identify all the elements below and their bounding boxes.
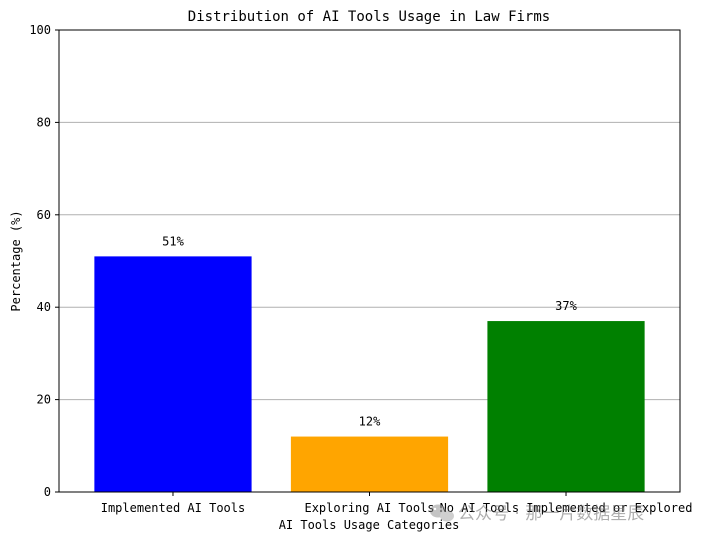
bar xyxy=(487,321,645,492)
x-axis-ticks: Implemented AI Tools Exploring AI Tools No… xyxy=(101,492,693,515)
y-tick-label: 80 xyxy=(37,115,51,129)
y-tick-label: 40 xyxy=(37,300,51,314)
y-axis-ticks: 0 20 40 60 80 100 xyxy=(29,23,59,499)
wechat-icon xyxy=(430,504,454,522)
x-axis-label: AI Tools Usage Categories xyxy=(279,518,460,532)
data-labels: 51% 12% 37% xyxy=(162,234,577,428)
x-tick-label: Exploring AI Tools xyxy=(304,501,434,515)
y-tick-label: 100 xyxy=(29,23,51,37)
watermark-text: 公众号 · 那一片数据星辰 xyxy=(458,504,644,524)
watermark: 公众号 · 那一片数据星辰 xyxy=(430,504,644,524)
y-tick-label: 20 xyxy=(37,393,51,407)
y-axis-label: Percentage (%) xyxy=(9,210,23,311)
bars xyxy=(94,256,645,492)
y-tick-label: 60 xyxy=(37,208,51,222)
y-tick-label: 0 xyxy=(44,485,51,499)
x-tick-label: No AI Tools Implemented or Explored xyxy=(440,501,693,515)
data-label: 37% xyxy=(555,299,577,313)
x-tick-label: Implemented AI Tools xyxy=(101,501,246,515)
data-label: 51% xyxy=(162,234,184,248)
chart-title: Distribution of AI Tools Usage in Law Fi… xyxy=(188,9,550,25)
data-label: 12% xyxy=(359,415,381,429)
bar xyxy=(94,256,252,492)
bar xyxy=(290,436,449,492)
